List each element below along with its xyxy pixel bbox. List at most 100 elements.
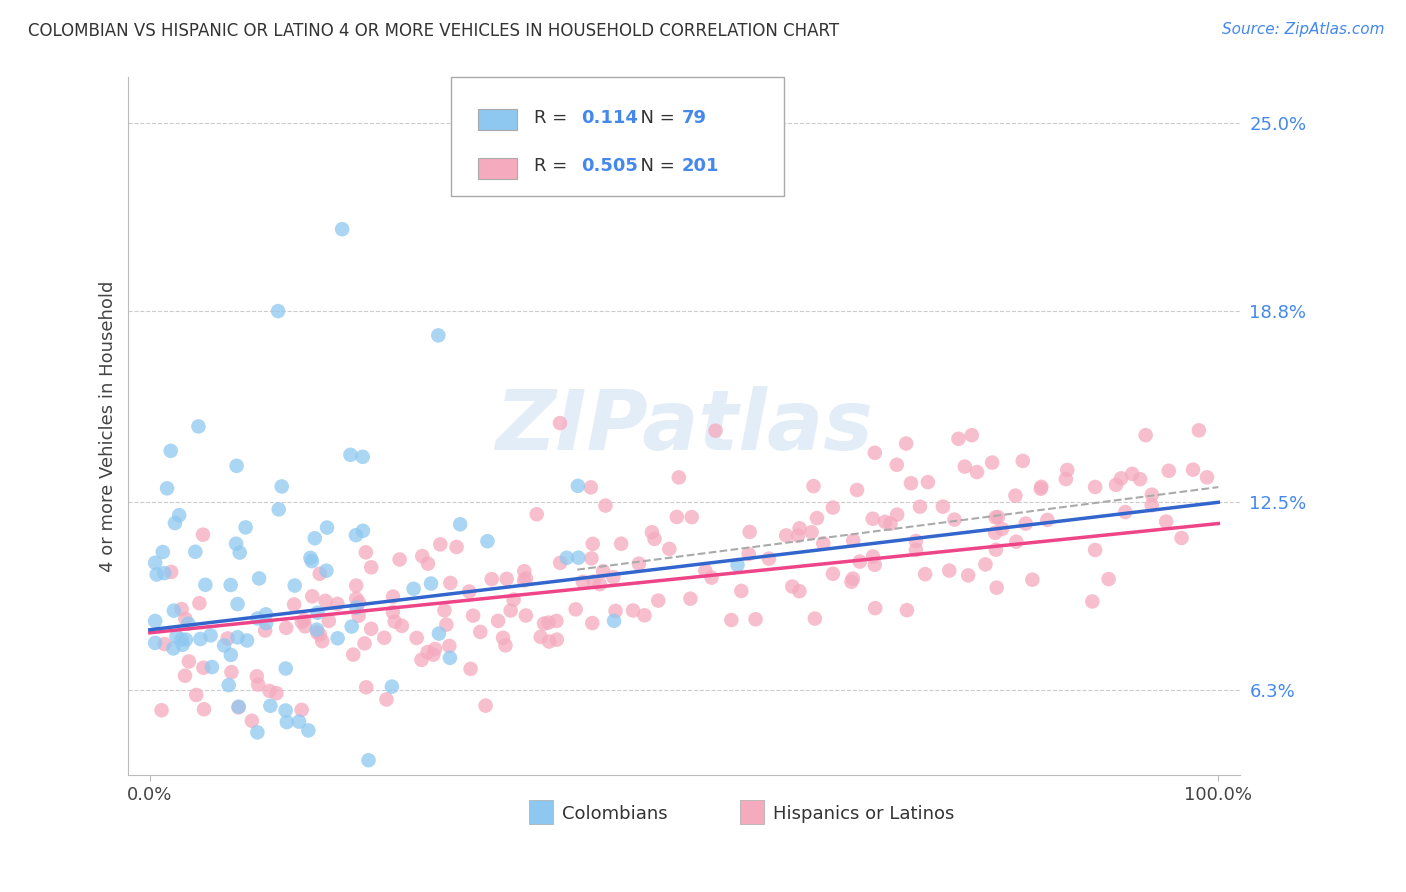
Point	[932, 500, 955, 514]
Text: R =: R =	[534, 109, 574, 127]
Point	[813, 536, 835, 550]
Text: COLOMBIAN VS HISPANIC OR LATINO 4 OR MORE VEHICLES IN HOUSEHOLD CORRELATION CHAR: COLOMBIAN VS HISPANIC OR LATINO 4 OR MOR…	[28, 22, 839, 40]
Point	[153, 637, 176, 651]
Point	[1157, 464, 1180, 478]
Point	[738, 547, 761, 561]
Point	[427, 328, 450, 343]
Point	[191, 527, 214, 541]
Point	[411, 549, 433, 563]
Point	[254, 607, 277, 622]
Point	[186, 688, 208, 702]
Point	[226, 597, 249, 611]
Point	[458, 584, 481, 599]
Point	[219, 648, 242, 662]
Point	[862, 549, 884, 564]
Point	[1011, 454, 1033, 468]
Point	[354, 681, 377, 695]
Point	[347, 608, 370, 623]
Point	[405, 631, 427, 645]
Point	[896, 436, 918, 450]
Point	[658, 541, 681, 556]
Point	[502, 592, 524, 607]
Point	[433, 603, 456, 617]
Point	[381, 680, 404, 694]
Point	[1015, 516, 1038, 531]
Point	[679, 591, 702, 606]
Point	[515, 571, 537, 585]
Point	[681, 510, 703, 524]
Point	[1182, 463, 1205, 477]
Point	[373, 631, 395, 645]
Point	[342, 648, 364, 662]
Point	[434, 617, 457, 632]
Point	[695, 564, 717, 578]
Point	[267, 304, 290, 318]
Point	[150, 703, 173, 717]
Point	[188, 632, 211, 646]
Point	[1140, 498, 1163, 512]
Point	[579, 480, 602, 494]
Point	[270, 479, 292, 493]
Point	[326, 597, 349, 611]
Point	[803, 479, 825, 493]
Point	[301, 554, 323, 568]
Point	[987, 510, 1010, 524]
Point	[513, 574, 536, 588]
Point	[384, 615, 406, 629]
Point	[304, 531, 326, 545]
Point	[246, 669, 269, 683]
Point	[841, 574, 863, 589]
Point	[382, 590, 405, 604]
Point	[308, 566, 330, 581]
Point	[957, 568, 980, 582]
Point	[411, 653, 433, 667]
Point	[152, 545, 174, 559]
Point	[326, 632, 349, 646]
Point	[1005, 534, 1028, 549]
Point	[246, 611, 269, 625]
Point	[299, 550, 322, 565]
Point	[240, 714, 263, 728]
Point	[821, 500, 844, 515]
Point	[346, 600, 368, 615]
Point	[789, 521, 811, 535]
Text: Source: ZipAtlas.com: Source: ZipAtlas.com	[1222, 22, 1385, 37]
Point	[789, 584, 811, 599]
Point	[188, 596, 211, 610]
Point	[668, 470, 690, 484]
Point	[647, 593, 669, 607]
Point	[720, 613, 742, 627]
Point	[354, 545, 377, 559]
Point	[700, 571, 723, 585]
Point	[1154, 515, 1177, 529]
Point	[800, 525, 823, 540]
Point	[904, 542, 927, 557]
Point	[308, 628, 330, 642]
Point	[863, 601, 886, 615]
Point	[633, 608, 655, 623]
Point	[307, 625, 329, 640]
Point	[201, 660, 224, 674]
Point	[948, 432, 970, 446]
Point	[163, 516, 186, 530]
Point	[896, 603, 918, 617]
Point	[1129, 472, 1152, 486]
Point	[167, 508, 190, 523]
Point	[904, 534, 927, 549]
Point	[621, 603, 644, 617]
Bar	[478, 109, 517, 130]
Point	[463, 608, 485, 623]
Point	[1029, 482, 1052, 496]
Point	[221, 665, 243, 680]
Text: Colombians: Colombians	[562, 805, 668, 822]
Point	[439, 576, 461, 591]
Text: R =: R =	[534, 157, 574, 176]
Point	[156, 481, 179, 495]
Point	[775, 528, 797, 542]
Point	[174, 669, 197, 683]
Point	[247, 571, 270, 585]
Point	[416, 557, 439, 571]
Text: 201: 201	[682, 157, 720, 176]
Point	[276, 621, 298, 635]
Point	[172, 638, 194, 652]
